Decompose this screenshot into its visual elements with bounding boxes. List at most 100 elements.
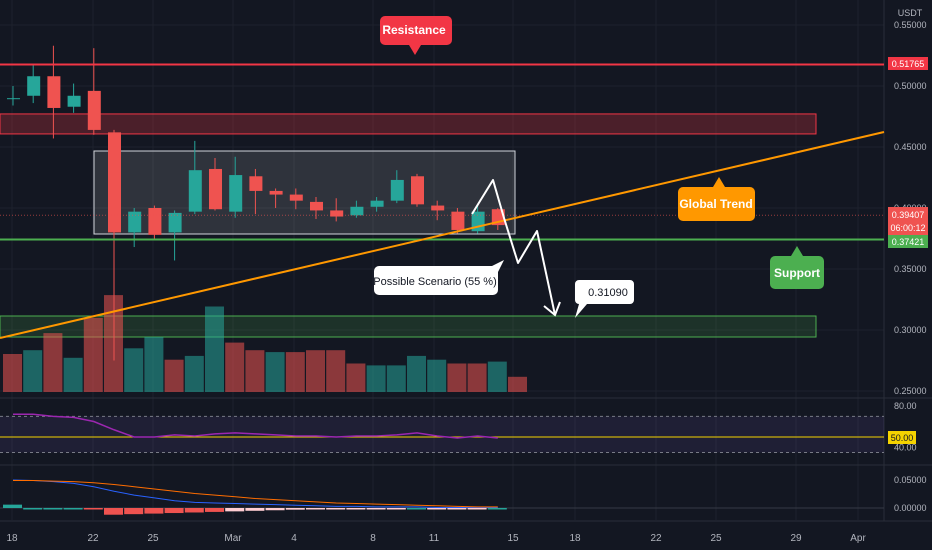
volume-bar [205,306,224,392]
volume-bar [326,350,346,392]
y-tick-label: 0.35000 [894,264,927,274]
support-price-tag: 0.37421 [888,235,928,248]
volume-bar [285,352,305,392]
rsi-mid-value: 50.00 [891,433,914,443]
volume-bar [447,363,467,392]
candle [330,198,344,222]
macd-histogram-bar [3,504,22,508]
volume-bar [83,317,103,392]
support-zone [0,315,817,338]
y-tick-label: 0.30000 [894,325,927,335]
candle-body [188,170,202,212]
candle [451,208,465,234]
support-label: Support [774,266,820,280]
candle-body [87,90,101,130]
candle-body [148,208,162,235]
rsi-tick-label: 80.00 [894,401,917,411]
x-tick-label: 25 [147,533,159,544]
candle-body [209,168,222,210]
scenario-callout[interactable]: Possible Scenario (55 %) [373,260,504,295]
macd-histogram-bar [306,508,325,510]
volume-bar [63,357,83,392]
scenario-path [471,179,556,316]
candle-body [108,132,121,233]
macd-tick-label: 0.05000 [894,475,927,485]
candle [87,48,101,135]
macd-histogram-bar [487,508,507,510]
candle [411,173,424,207]
macd-histogram-bar [245,508,265,511]
y-tick-label: 0.50000 [894,81,927,91]
currency-label: USDT [898,8,923,18]
candle-body [310,201,323,211]
candle-body [67,95,81,107]
volume-bar [508,376,527,392]
y-tick-label: 0.55000 [894,20,927,30]
macd-pane [0,479,884,515]
candle-body [431,205,445,211]
candle [370,197,384,212]
x-tick-label: 18 [569,533,581,544]
candle [188,140,202,215]
x-tick-label: 11 [429,533,440,544]
drawings [0,63,885,339]
candle [209,157,222,211]
candle [350,200,364,218]
macd-histogram-bar [326,508,346,510]
volume-bar [346,363,366,392]
candle-body [249,176,263,191]
x-tick-label: Mar [224,533,242,544]
candle-body [390,179,404,201]
x-tick-label: 29 [790,533,802,544]
macd-histogram-bar [124,508,144,515]
x-tick-label: Apr [850,533,866,544]
rsi-band [0,416,884,453]
candle-body [370,200,384,207]
candle [67,83,81,113]
scenario-label: Possible Scenario (55 %) [373,276,497,288]
candle [229,156,243,218]
macd-histogram-bar [386,508,406,510]
candle [289,188,303,210]
macd-histogram-bar [467,508,487,510]
volume-bar [265,352,285,392]
macd-histogram-bar [285,508,305,510]
rsi-tick-label: 40.00 [894,442,917,452]
macd-histogram-bar [104,508,123,515]
macd-signal-line [13,480,498,508]
target-callout[interactable]: 0.31090 [575,280,634,318]
support-callout[interactable]: Support [770,246,824,289]
candle [431,200,445,221]
x-tick-label: 22 [87,533,99,544]
candle [7,86,20,106]
current-price-tag: 0.39407 06:00:12 [888,207,928,235]
x-tick-label: 8 [370,533,376,544]
global-trend-callout[interactable]: Global Trend [678,177,755,221]
range-box [93,150,516,235]
candle [148,205,162,239]
candle [249,168,263,215]
volume-bar [43,333,63,392]
macd-histogram-bar [83,508,103,510]
macd-histogram-bar [164,508,184,514]
resistance-callout[interactable]: Resistance [380,16,452,55]
rsi-mid-tag: 50.00 [888,431,916,444]
y-tick-label: 0.25000 [894,386,927,396]
rsi-pane [0,413,884,453]
candle [390,170,404,204]
candle [47,45,61,139]
volume-bar [306,350,325,392]
global-trend-line [0,131,885,339]
volume-bar [386,365,406,392]
target-label: 0.31090 [588,287,628,299]
x-tick-label: 4 [291,533,297,544]
y-tick-label: 0.45000 [894,142,927,152]
macd-histogram-bar [346,508,366,510]
zones [0,113,817,338]
macd-histogram-bar [205,508,224,512]
volume-bar [225,342,245,392]
candle-body [128,211,142,233]
volume-bar [164,359,184,392]
macd-histogram-bar [427,508,447,510]
